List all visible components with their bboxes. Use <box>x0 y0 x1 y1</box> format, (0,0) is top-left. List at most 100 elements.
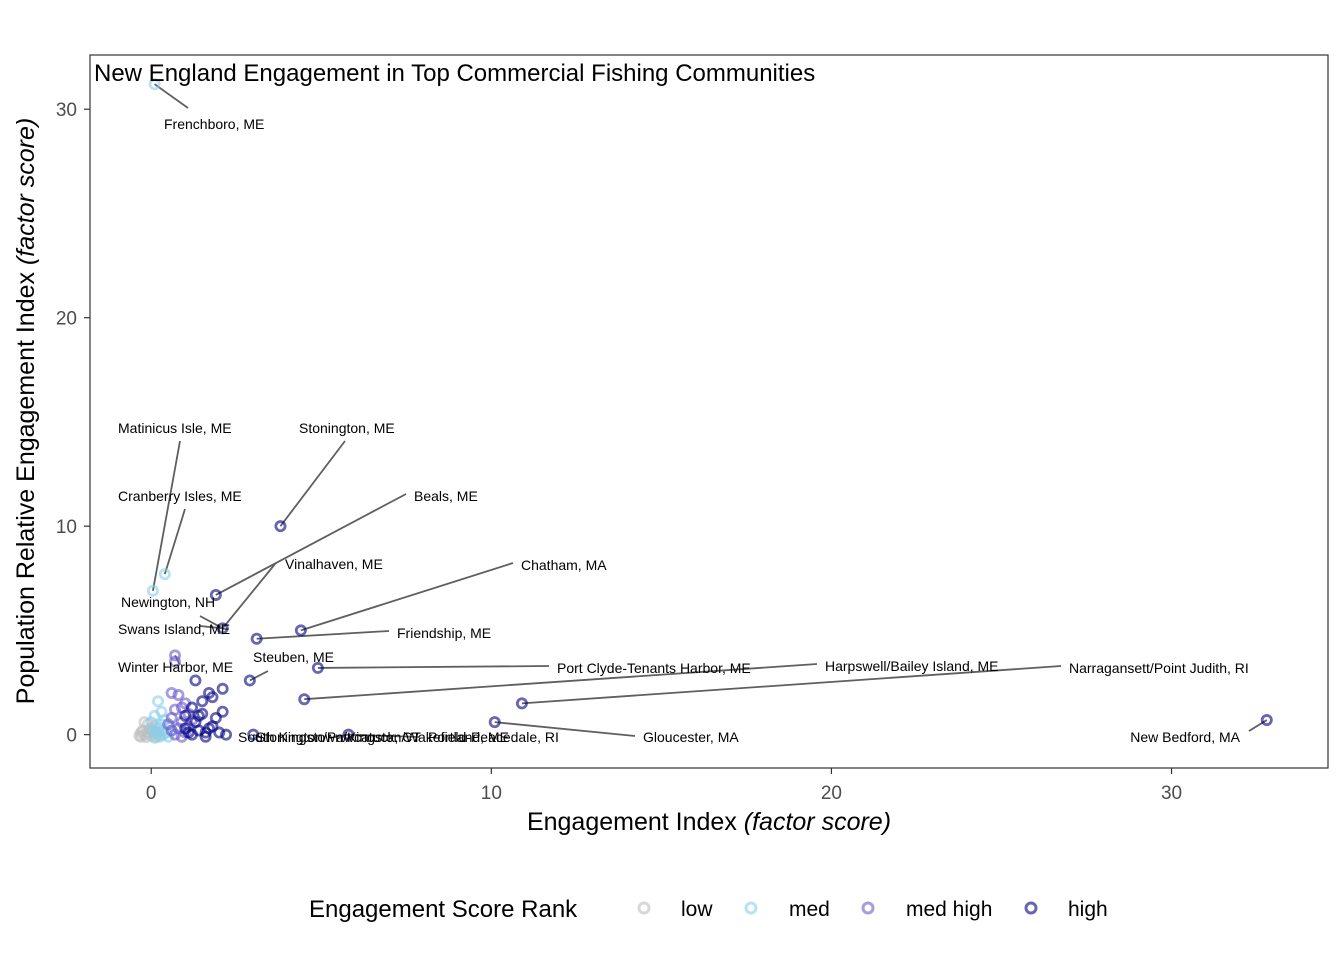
point-label: Steuben, ME <box>253 649 334 665</box>
label-leader-line <box>300 562 514 632</box>
data-point-high <box>216 622 229 635</box>
data-point-med-high <box>165 686 178 699</box>
legend-key-low <box>637 901 651 915</box>
point-label: Frenchboro, ME <box>164 116 264 132</box>
x-axis-title-main: Engagement Index <box>527 808 744 836</box>
legend-key-high <box>1024 901 1038 915</box>
legend-label-med-high: med high <box>906 898 992 921</box>
x-tick-label: 30 <box>1161 783 1182 804</box>
data-point-high <box>311 661 324 674</box>
data-point-high <box>213 726 226 739</box>
x-axis-title-italic: (factor score) <box>744 808 891 836</box>
x-axis-title: Engagement Index (factor score) <box>527 808 891 836</box>
data-point-med-high <box>172 689 185 702</box>
point-label: South Kingstown/Kingston/Wakefield-Peace… <box>238 729 559 745</box>
x-tick-label: 0 <box>146 783 157 804</box>
point-label: Stonington, ME <box>299 420 395 436</box>
point-label: Beals, ME <box>414 488 478 504</box>
data-point-med <box>146 724 159 737</box>
label-leader-line <box>494 721 636 737</box>
point-label: Stonington/Pawcatuck, CT <box>256 729 421 745</box>
data-point-high <box>206 720 219 733</box>
data-point-high <box>294 624 307 637</box>
y-axis-title-main: Population Relative Engagement Index <box>12 265 40 704</box>
data-point-med <box>155 705 168 718</box>
label-leader-line <box>279 440 346 527</box>
y-tick-label: 30 <box>56 100 77 121</box>
point-label: Swans Island, ME <box>118 621 230 637</box>
data-point-high <box>199 730 212 743</box>
y-tick-label: 20 <box>56 309 77 330</box>
point-label: Narragansett/Point Judith, RI <box>1069 660 1249 676</box>
label-leader-lines <box>152 83 1268 739</box>
data-point-high <box>488 716 501 729</box>
data-point-high <box>250 632 263 645</box>
label-leader-line <box>215 493 407 596</box>
label-leader-line <box>152 440 181 591</box>
data-point-high <box>179 722 192 735</box>
legend-label-low: low <box>681 898 713 921</box>
legend-title: Engagement Score Rank <box>309 896 578 923</box>
legend-key-med-high <box>861 901 875 915</box>
plot-panel <box>89 54 1329 769</box>
chart-title: New England Engagement in Top Commercial… <box>94 60 815 87</box>
data-point-high <box>186 701 199 714</box>
data-point-high <box>179 709 192 722</box>
data-point-high <box>247 728 260 741</box>
point-label: Friendship, ME <box>397 625 491 641</box>
data-point-med-high <box>169 655 182 668</box>
label-leader-line <box>163 508 186 575</box>
x-axis: 0 10 20 30 <box>146 768 1182 804</box>
y-axis: 0 10 20 30 <box>56 100 90 747</box>
data-point-med <box>152 695 165 708</box>
data-point-high <box>515 697 528 710</box>
x-tick-label: 10 <box>481 783 502 804</box>
point-label: Harpswell/Bailey Island, ME <box>825 658 999 674</box>
point-label: Matinicus Isle, ME <box>118 420 232 436</box>
data-points <box>133 78 1273 744</box>
point-label: Port Clyde-Tenants Harbor, ME <box>557 660 751 676</box>
label-leader-line <box>521 665 1062 705</box>
label-leader-line <box>304 663 818 701</box>
label-leader-line <box>317 665 550 669</box>
point-label: New Bedford, MA <box>1130 729 1240 745</box>
data-point-high <box>192 709 205 722</box>
legend: Engagement Score Rank low med med high high <box>309 896 1108 923</box>
point-label: Newington, NH <box>121 594 215 610</box>
label-leader-line <box>256 630 390 640</box>
legend-key-med <box>744 901 758 915</box>
data-point-high <box>209 588 222 601</box>
data-point-high <box>274 520 287 533</box>
data-point-high <box>189 674 202 687</box>
x-tick-label: 20 <box>821 783 842 804</box>
point-label: Chatham, MA <box>521 557 607 573</box>
legend-items: low med med high high <box>637 898 1108 921</box>
data-point-high <box>1260 714 1273 727</box>
legend-label-med: med <box>789 898 830 921</box>
data-point-med-high <box>169 649 182 662</box>
data-point-high <box>243 674 256 687</box>
y-tick-label: 10 <box>56 517 77 538</box>
data-point-high <box>216 705 229 718</box>
data-point-high <box>199 726 212 739</box>
label-leader-line <box>154 83 189 109</box>
y-axis-title-italic: (factor score) <box>12 118 40 265</box>
point-label: Winter Harbor, ME <box>118 659 233 675</box>
point-label: Gloucester, MA <box>643 729 739 745</box>
data-point-low <box>133 729 146 742</box>
data-point-med-high <box>162 718 175 731</box>
point-label: Vinalhaven, ME <box>285 556 383 572</box>
data-point-high <box>206 691 219 704</box>
data-point-med <box>158 568 171 581</box>
data-point-med <box>146 584 159 597</box>
point-labels: Frenchboro, ME Matinicus Isle, ME Cranberr… <box>118 116 1249 745</box>
legend-label-high: high <box>1068 898 1108 921</box>
data-point-high <box>216 682 229 695</box>
data-point-high <box>196 695 209 708</box>
data-point-high <box>186 728 199 741</box>
data-point-high <box>298 693 311 706</box>
y-tick-label: 0 <box>66 726 77 747</box>
data-point-high <box>342 728 355 741</box>
data-point-high <box>220 728 233 741</box>
